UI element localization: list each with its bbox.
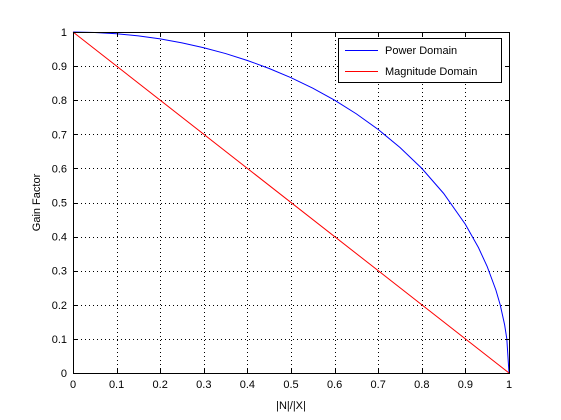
series-line-2 [72, 31, 510, 374]
legend-label: Power Domain [385, 45, 457, 57]
y-tick-labels: 0 0.1 0.2 0.3 0.4 0.5 0.6 0.7 0.8 0.9 1 [52, 27, 67, 380]
series-line-1 [72, 31, 510, 374]
x-tick-label: 0.1 [109, 379, 124, 391]
y-axis-label: Gain Factor [31, 173, 43, 231]
y-tick-label: 0.5 [52, 198, 67, 210]
x-axis-label: |N|/|X| [276, 400, 306, 412]
x-tick-label: 0.3 [196, 379, 211, 391]
x-tick-label: 0.9 [458, 379, 473, 391]
axis-ticks [73, 32, 510, 374]
y-tick-label: 0.9 [52, 61, 67, 73]
legend: Power Domain Magnitude Domain [338, 38, 502, 83]
x-tick-label: 0.8 [414, 379, 429, 391]
y-tick-label: 0.2 [52, 300, 67, 312]
grid-lines [73, 32, 509, 373]
y-tick-label: 0.7 [52, 129, 67, 141]
y-tick-label: 0.4 [52, 232, 67, 244]
y-tick-label: 0.1 [52, 334, 67, 346]
x-tick-labels: 0 0.1 0.2 0.3 0.4 0.5 0.6 0.7 0.8 0.9 1 [70, 379, 512, 391]
y-tick-label: 0.3 [52, 266, 67, 278]
x-tick-label: 0.6 [327, 379, 342, 391]
x-tick-label: 0.7 [371, 379, 386, 391]
x-tick-label: 0 [70, 379, 76, 391]
series-lines [72, 31, 510, 374]
y-tick-label: 0.6 [52, 163, 67, 175]
x-tick-label: 0.2 [153, 379, 168, 391]
legend-box [338, 38, 502, 83]
x-tick-label: 0.4 [240, 379, 255, 391]
legend-label: Magnitude Domain [385, 66, 477, 78]
y-tick-label: 0.8 [52, 95, 67, 107]
x-tick-label: 0.5 [283, 379, 298, 391]
x-tick-label: 1 [506, 379, 512, 391]
y-tick-label: 0 [61, 368, 67, 380]
y-tick-label: 1 [61, 27, 67, 39]
